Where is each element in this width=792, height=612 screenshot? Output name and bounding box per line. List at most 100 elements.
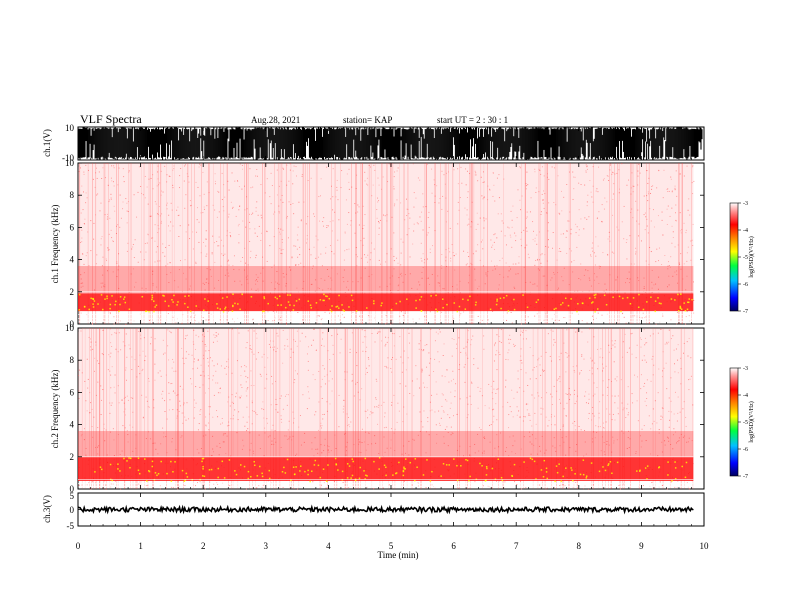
spectrogram-pixel (520, 480, 522, 482)
spectrogram-pixel (478, 285, 480, 287)
spectrogram-pixel (545, 245, 547, 247)
spectrogram-pixel (676, 274, 678, 276)
spectrogram-pixel (437, 333, 439, 335)
spectrogram-pixel (623, 407, 625, 409)
spectrogram-pixel (264, 432, 266, 434)
spectrogram-pixel (168, 409, 170, 411)
spectrogram-pixel (505, 358, 507, 360)
spectrogram-pixel (609, 274, 611, 276)
spectrogram-pixel (459, 197, 461, 199)
spectrogram-pixel (239, 280, 241, 282)
spectrogram-pixel (466, 214, 468, 216)
frequency-tick-label: 10 (65, 158, 75, 168)
spectrogram-hotspot (147, 470, 150, 472)
spectrogram-pixel (177, 488, 179, 490)
spectrogram-pixel (573, 369, 575, 371)
spectrogram-pixel (299, 246, 301, 248)
spectrogram-pixel (685, 232, 687, 234)
spectrogram-pixel (189, 238, 191, 240)
spectrogram-pixel (631, 393, 633, 395)
spectrogram-pixel (269, 292, 271, 294)
spectrogram-pixel (482, 171, 484, 173)
spectrogram-pixel (195, 386, 197, 388)
spectrogram-pixel (344, 432, 346, 434)
spectrogram-pixel (232, 265, 234, 267)
start-time-label: start UT = 2 : 30 : 1 (437, 115, 508, 125)
spectrogram-pixel (533, 444, 535, 446)
spectrogram-pixel (556, 390, 558, 392)
spectrogram-pixel (227, 259, 229, 261)
spectrogram-pixel (640, 338, 642, 340)
spectrogram-pixel (467, 357, 469, 359)
spectrogram-pixel (548, 178, 550, 180)
spectrogram-pixel (464, 364, 466, 366)
spectrogram-pixel (171, 367, 173, 369)
spectrogram-pixel (79, 369, 81, 371)
spectrogram-pixel (612, 171, 614, 173)
spectrogram-pixel (229, 235, 231, 237)
spectrogram-pixel (536, 366, 538, 368)
spectrogram-pixel (193, 329, 195, 331)
spectrogram-band (78, 328, 694, 432)
spectrogram-pixel (150, 215, 152, 217)
spectrogram-pixel (553, 273, 555, 275)
spectrogram-pixel (481, 319, 483, 321)
spectrogram-pixel (553, 486, 555, 488)
spectrogram-pixel (688, 389, 690, 391)
spectrogram-pixel (525, 185, 527, 187)
spectrogram-pixel (203, 208, 205, 210)
spectrogram-hotspot (189, 310, 192, 313)
spectrogram-pixel (418, 318, 420, 320)
spectrogram-pixel (668, 341, 670, 343)
spectrogram-pixel (430, 358, 432, 360)
spectrogram-pixel (351, 186, 353, 188)
spectrogram-pixel (577, 290, 579, 292)
spectrogram-pixel (176, 209, 178, 211)
spectrogram-pixel (628, 412, 630, 414)
spectrogram-pixel (651, 188, 653, 190)
spectrogram-hotspot (352, 460, 354, 463)
spectrogram-pixel (193, 399, 195, 401)
spectrogram-pixel (418, 281, 420, 283)
spectrogram-pixel (636, 344, 638, 346)
spectrogram-pixel (390, 447, 392, 449)
spectrogram-pixel (551, 396, 553, 398)
spectrogram-pixel (599, 356, 601, 358)
spectrogram-pixel (667, 268, 669, 270)
spectrogram-pixel (169, 262, 171, 264)
spectrogram-pixel (425, 206, 427, 208)
spectrogram-pixel (205, 255, 207, 257)
spectrogram-pixel (113, 323, 115, 325)
spectrogram-pixel (385, 323, 387, 325)
spectrogram-pixel (109, 217, 111, 219)
spectrogram-hotspot (93, 300, 96, 302)
spectrogram-pixel (317, 239, 319, 241)
spectrogram-pixel (90, 402, 92, 404)
colorbar-tick-label: -5 (743, 255, 748, 261)
spectrogram-pixel (633, 185, 635, 187)
spectrogram-pixel (173, 165, 175, 167)
figure-title: VLF Spectra (80, 112, 142, 126)
spectrogram-hotspot (327, 464, 329, 466)
spectrogram-pixel (125, 198, 127, 200)
spectrogram-pixel (661, 485, 663, 487)
spectrogram-pixel (626, 448, 628, 450)
spectrogram-pixel (532, 239, 534, 241)
spectrogram-pixel (371, 195, 373, 197)
spectrogram-pixel (531, 443, 533, 445)
spectrogram-hotspot (348, 306, 350, 308)
spectrogram-pixel (132, 450, 134, 452)
spectrogram-pixel (507, 352, 509, 354)
spectrogram-pixel (645, 440, 647, 442)
spectrogram-pixel (220, 423, 222, 425)
spectrogram-pixel (399, 383, 401, 385)
spectrogram-pixel (329, 403, 331, 405)
spectrogram-pixel (394, 171, 396, 173)
spectrogram-hotspot (287, 294, 289, 296)
spectrogram-pixel (336, 179, 338, 181)
spectrogram-pixel (286, 215, 288, 217)
spectrogram-hotspot (144, 310, 147, 313)
spectrogram-pixel (510, 236, 512, 238)
spectrogram-pixel (177, 215, 179, 217)
spectrogram-pixel (604, 292, 606, 294)
